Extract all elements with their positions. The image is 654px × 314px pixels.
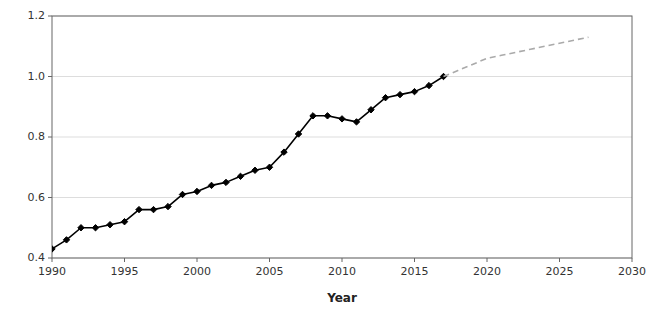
axes: 0.4 0.6 0.8 1.0 1.2 1990 1995 2000 2005 2010 2015 2… — [28, 9, 647, 278]
x-tick — [487, 258, 488, 262]
y-tick — [48, 76, 52, 77]
y-tick-label: 0.6 — [28, 191, 46, 204]
point-marker — [107, 222, 113, 228]
x-tick-label: 2030 — [618, 265, 646, 278]
x-tick-label: 2000 — [183, 265, 211, 278]
x-tick-label: 2005 — [256, 265, 284, 278]
x-tick-label: 2015 — [401, 265, 429, 278]
point-marker — [150, 206, 156, 212]
y-tick-label: 1.0 — [28, 70, 46, 83]
point-marker — [411, 88, 417, 94]
x-tick — [632, 258, 633, 262]
point-marker — [136, 206, 142, 212]
point-marker — [368, 107, 374, 113]
x-tick — [197, 258, 198, 262]
point-marker — [237, 173, 243, 179]
series-line — [52, 77, 444, 249]
series-group — [52, 37, 589, 252]
y-tick-label: 0.8 — [28, 130, 46, 143]
y-tick-label: 0.4 — [28, 251, 46, 264]
grid-line — [52, 76, 632, 77]
x-tick — [414, 258, 415, 262]
x-tick — [342, 258, 343, 262]
grid-line — [52, 137, 632, 138]
point-marker — [281, 149, 287, 155]
point-marker — [208, 182, 214, 188]
x-tick — [269, 258, 270, 262]
point-marker — [353, 119, 359, 125]
x-tick-label: 1995 — [111, 265, 139, 278]
x-tick-label: 2010 — [328, 265, 356, 278]
point-marker — [179, 191, 185, 197]
point-marker — [266, 164, 272, 170]
grid — [52, 16, 632, 258]
x-tick-label: 2025 — [546, 265, 574, 278]
plot-background — [52, 16, 632, 258]
point-marker — [78, 225, 84, 231]
point-marker — [382, 94, 388, 100]
point-marker — [52, 246, 55, 252]
x-axis-label: Year — [326, 291, 357, 305]
y-tick — [48, 16, 52, 17]
point-marker — [339, 116, 345, 122]
point-marker — [324, 113, 330, 119]
series-line — [444, 37, 589, 76]
point-marker — [63, 237, 69, 243]
y-tick — [48, 258, 52, 259]
y-tick — [48, 137, 52, 138]
point-marker — [295, 131, 301, 137]
point-marker — [223, 179, 229, 185]
point-marker — [165, 203, 171, 209]
plot-frame — [52, 16, 632, 258]
chart: 0.4 0.6 0.8 1.0 1.2 1990 1995 2000 2005 2010 2015 2… — [0, 0, 654, 314]
x-tick — [52, 258, 53, 262]
grid-line — [52, 197, 632, 198]
point-marker — [426, 82, 432, 88]
x-tick — [559, 258, 560, 262]
point-marker — [92, 225, 98, 231]
point-marker — [397, 91, 403, 97]
point-marker — [194, 188, 200, 194]
page: {"chart_data": {"type": "line", "xlabel"… — [0, 0, 654, 314]
x-tick — [124, 258, 125, 262]
point-marker — [310, 113, 316, 119]
x-tick-label: 2020 — [473, 265, 501, 278]
x-tick-label: 1990 — [38, 265, 66, 278]
y-tick — [48, 197, 52, 198]
y-tick-label: 1.2 — [28, 9, 46, 22]
point-marker — [252, 167, 258, 173]
point-marker — [121, 219, 127, 225]
